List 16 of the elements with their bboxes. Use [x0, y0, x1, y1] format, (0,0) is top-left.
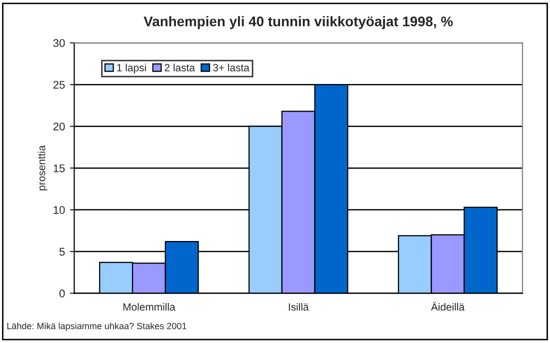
- x-tick-label: Äideillä: [431, 302, 465, 311]
- y-tick-label: 20: [53, 122, 65, 130]
- y-tick-label: 5: [59, 248, 65, 256]
- x-tick-label: Isillä: [288, 302, 309, 311]
- x-tick-label: Molemmilla: [123, 302, 176, 311]
- y-tick-label: 25: [53, 80, 65, 89]
- y-tick-label: 30: [53, 39, 65, 48]
- legend-label: 3+ lasta: [213, 64, 250, 72]
- legend-label: 1 lapsi: [117, 64, 146, 74]
- legend-label: 2 lasta: [164, 64, 195, 72]
- y-tick-label: 0: [59, 290, 65, 298]
- y-axis-title: prosenttia: [38, 145, 48, 190]
- y-tick-label: 15: [54, 164, 65, 172]
- text: Lähde: Mikä lapsiamme uhkaa? Stakes 2001: [7, 322, 186, 331]
- chart-title: Vanhempien yli 40 tunnin viikkotyöajat 1998, %: [144, 16, 453, 30]
- y-tick-label: 10: [54, 206, 65, 214]
